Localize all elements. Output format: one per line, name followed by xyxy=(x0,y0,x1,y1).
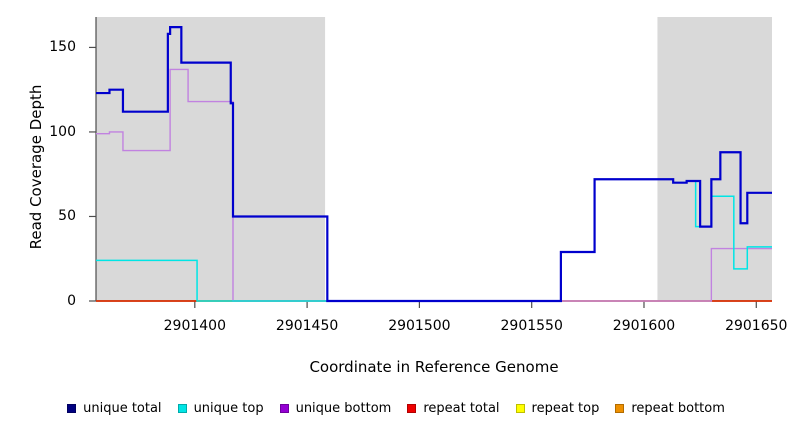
x-tick-label: 2901650 xyxy=(725,318,788,334)
square-swatch-icon xyxy=(407,403,417,413)
x-tick-label: 2901550 xyxy=(500,318,563,334)
x-tick-label: 2901500 xyxy=(388,318,451,334)
legend-entry-unique-bottom[interactable]: unique bottom xyxy=(279,400,392,416)
y-tick-label: 50 xyxy=(58,208,76,225)
legend-label: repeat total xyxy=(423,400,500,416)
x-tick-label: 2901450 xyxy=(275,318,339,334)
x-tick-label: 2901400 xyxy=(163,318,226,334)
series-line-unique-bottom xyxy=(96,68,772,302)
legend-label: unique bottom xyxy=(295,400,392,416)
x-axis-title: Coordinate in Reference Genome xyxy=(309,358,559,376)
legend-entry-unique-top[interactable]: unique top xyxy=(177,400,264,416)
square-swatch-icon xyxy=(615,403,625,413)
square-swatch-icon xyxy=(279,403,289,413)
y-tick-label: 150 xyxy=(49,39,76,56)
legend-label: repeat bottom xyxy=(631,400,725,416)
legend-label: unique top xyxy=(193,400,264,416)
chart-legend: unique total unique top unique bottom repea… xyxy=(0,396,792,420)
legend-entry-unique-total[interactable]: unique total xyxy=(67,400,162,416)
square-swatch-icon xyxy=(67,403,77,413)
legend-entry-repeat-bottom[interactable]: repeat bottom xyxy=(615,401,725,416)
y-axis-title: Read Coverage Depth xyxy=(27,84,45,250)
legend-label: unique total xyxy=(83,400,162,416)
square-swatch-icon xyxy=(177,403,187,413)
repeat-region-left xyxy=(96,17,326,301)
repeat-region-right xyxy=(657,17,772,301)
shaded-region-group xyxy=(96,17,772,301)
square-swatch-icon xyxy=(515,403,525,413)
series-line-unique-total xyxy=(96,26,772,303)
legend-entry-repeat-total[interactable]: repeat total xyxy=(407,400,500,416)
legend-entry-repeat-top[interactable]: repeat top xyxy=(515,400,600,416)
data-series-group xyxy=(96,26,772,303)
y-tick-label: 0 xyxy=(67,293,76,309)
y-tick-label: 100 xyxy=(49,123,76,140)
legend-label: repeat top xyxy=(531,400,600,416)
x-tick-label: 2901600 xyxy=(612,318,676,334)
